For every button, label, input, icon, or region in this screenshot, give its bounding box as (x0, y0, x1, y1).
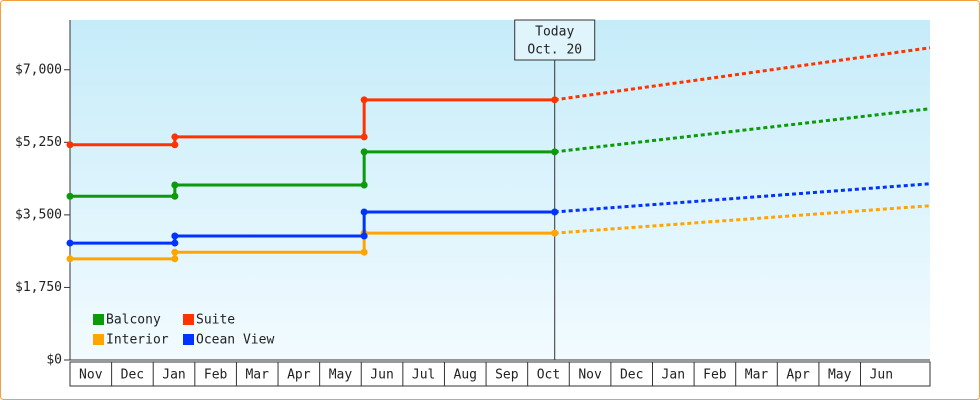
point (171, 248, 179, 256)
x-tick-label: Apr (786, 368, 810, 383)
point (551, 148, 559, 156)
x-tick-label: Dec (620, 368, 643, 383)
today-box (514, 19, 596, 61)
x-tick-label: Mar (245, 368, 269, 383)
y-tick-label: $3,500 (15, 207, 62, 222)
point (171, 133, 179, 141)
legend-swatch (93, 334, 104, 345)
point (360, 133, 368, 141)
legend-swatch (183, 314, 194, 325)
point (171, 192, 179, 200)
point (360, 248, 368, 256)
forecast-line (554, 46, 931, 102)
x-tick-label: Oct (537, 368, 560, 383)
point (171, 181, 179, 189)
point (66, 141, 74, 149)
point (551, 208, 559, 216)
point (360, 208, 368, 216)
point (66, 192, 74, 200)
x-tick-label: May (828, 368, 852, 383)
x-tick-label: May (329, 368, 353, 383)
x-tick-label: Jun (870, 368, 893, 383)
series-line (70, 150, 555, 198)
x-tick-label: Feb (703, 368, 727, 383)
x-tick-label: Jan (162, 368, 185, 383)
x-tick-label: Jul (412, 368, 435, 383)
today-label: Today (535, 25, 574, 40)
x-tick-label: Sep (495, 368, 519, 383)
point (171, 141, 179, 149)
legend-swatch (183, 334, 194, 345)
x-tick-label: Aug (454, 368, 477, 383)
point (360, 232, 368, 240)
series-line (70, 98, 555, 147)
series-line (70, 231, 555, 261)
point (360, 181, 368, 189)
y-tick-label: $7,000 (15, 62, 62, 77)
x-tick-label: Apr (287, 368, 311, 383)
today-label: Oct. 20 (527, 43, 582, 58)
x-tick-label: Nov (578, 368, 602, 383)
point (66, 255, 74, 263)
series-line (70, 210, 555, 245)
y-tick-label: $1,750 (15, 280, 62, 295)
point (171, 239, 179, 247)
point (360, 96, 368, 104)
y-tick-label: $0 (46, 353, 62, 368)
legend-swatch (93, 314, 104, 325)
x-tick-label: Feb (204, 368, 228, 383)
point (171, 255, 179, 263)
x-tick-label: Nov (79, 368, 103, 383)
point (551, 229, 559, 237)
point (551, 96, 559, 104)
point (171, 232, 179, 240)
x-tick-label: Mar (745, 368, 769, 383)
legend-label: Ocean View (196, 333, 274, 348)
x-tick-label: Jan (662, 368, 685, 383)
legend-label: Balcony (106, 313, 161, 328)
x-tick-label: Jun (370, 368, 393, 383)
legend-label: Suite (196, 313, 235, 328)
point (66, 239, 74, 247)
x-tick-label: Dec (121, 368, 144, 383)
legend-label: Interior (106, 333, 169, 348)
point (360, 148, 368, 156)
plot-area (70, 20, 930, 360)
y-tick-label: $5,250 (15, 135, 62, 150)
